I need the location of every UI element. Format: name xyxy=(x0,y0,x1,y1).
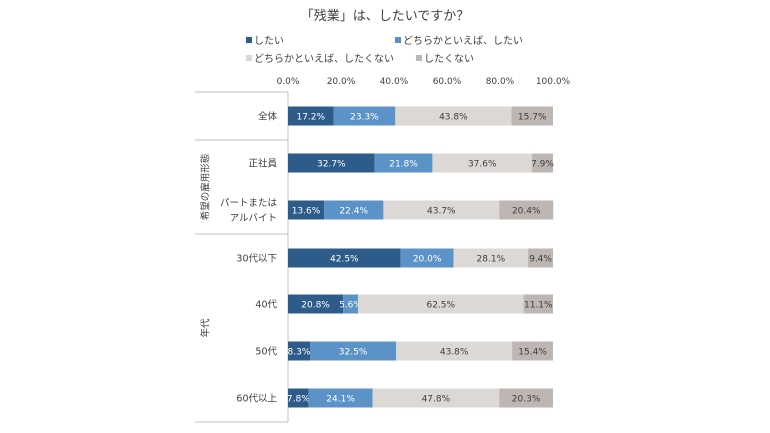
bar-segment xyxy=(324,200,384,220)
bar-segment xyxy=(499,388,553,408)
data-label: 5.6% xyxy=(339,301,362,311)
data-label: 15.4% xyxy=(518,348,547,358)
bar-segment xyxy=(374,153,433,173)
bar-segment xyxy=(357,294,524,314)
bar-segment xyxy=(308,388,373,408)
bar-segment xyxy=(511,106,553,126)
bar-segment xyxy=(383,200,500,220)
bar-segment xyxy=(288,341,310,361)
data-label: 20.8% xyxy=(301,301,330,311)
bar-segment xyxy=(288,388,309,408)
data-label: 43.8% xyxy=(439,113,468,123)
chart-title: 「残業」は、したいですか？ xyxy=(301,8,470,24)
data-label: 37.6% xyxy=(468,160,497,170)
legend-label-4: したくない xyxy=(424,53,474,65)
bar-segment xyxy=(432,153,533,173)
data-label: 32.7% xyxy=(317,160,346,170)
data-label: 47.8% xyxy=(422,395,451,405)
bar-segment xyxy=(532,153,553,173)
bar-segment xyxy=(372,388,500,408)
data-label: 24.1% xyxy=(326,395,355,405)
legend-label-2: どちらかといえば、したい xyxy=(403,35,523,47)
bar-segment xyxy=(288,294,344,314)
data-label: 9.4% xyxy=(529,255,552,265)
x-tick-label: 60.0% xyxy=(433,77,462,87)
bar-segment xyxy=(400,248,454,268)
legend-swatch-3 xyxy=(246,55,252,61)
bar-segment xyxy=(333,106,396,126)
data-label: 62.5% xyxy=(426,301,455,311)
data-label: 20.0% xyxy=(413,255,442,265)
group-label: 希望の雇用形態 xyxy=(200,154,212,221)
bar-segment xyxy=(528,248,553,268)
data-label: 23.3% xyxy=(350,113,379,123)
data-label: 22.4% xyxy=(339,207,368,217)
bar-segment xyxy=(288,106,334,126)
category-label: アルバイト xyxy=(230,213,277,224)
bar-segment xyxy=(288,248,401,268)
x-tick-label: 20.0% xyxy=(327,77,356,87)
bar-segment xyxy=(309,341,397,361)
data-label: 13.6% xyxy=(292,207,321,217)
x-tick-label: 80.0% xyxy=(486,77,515,87)
bar-segment xyxy=(288,200,325,220)
category-label: 全体 xyxy=(258,111,278,123)
category-label: 60代以上 xyxy=(236,394,277,405)
bar-segment xyxy=(288,153,375,173)
bar-segment xyxy=(343,294,358,314)
data-label: 43.7% xyxy=(427,207,456,217)
data-label: 7.8% xyxy=(287,395,310,405)
data-label: 7.9% xyxy=(531,160,554,170)
data-label: 11.1% xyxy=(524,301,553,311)
x-tick-label: 0.0% xyxy=(277,77,300,87)
legend-swatch-1 xyxy=(246,37,252,43)
bar-segment xyxy=(499,200,554,220)
bar-segment xyxy=(453,248,529,268)
legend-swatch-4 xyxy=(416,55,422,61)
data-label: 28.1% xyxy=(477,255,506,265)
data-label: 20.4% xyxy=(512,207,541,217)
category-label: パートまたは xyxy=(220,198,278,209)
x-tick-label: 100.0% xyxy=(536,77,571,87)
category-label: 正社員 xyxy=(248,158,277,170)
data-label: 43.8% xyxy=(440,348,469,358)
group-label: 年代 xyxy=(200,318,212,338)
bar-segment xyxy=(512,341,553,361)
category-label: 50代 xyxy=(255,347,277,358)
legend-label-1: したい xyxy=(254,35,284,47)
legend-swatch-2 xyxy=(395,37,401,43)
data-label: 17.2% xyxy=(296,113,325,123)
data-label: 32.5% xyxy=(339,348,368,358)
bar-segment xyxy=(523,294,553,314)
data-label: 42.5% xyxy=(330,255,359,265)
bars: 17.2% 23.3% 43.8% 15.7% 32.7% 21.8% 37.6% 7.9% 1… xyxy=(287,106,554,408)
bar-segment xyxy=(396,341,513,361)
data-label: 8.3% xyxy=(288,348,311,358)
legend-label-3: どちらかといえば、したくない xyxy=(254,53,394,65)
category-label: 30代以下 xyxy=(236,254,277,265)
data-label: 15.7% xyxy=(518,113,547,123)
data-label: 21.8% xyxy=(389,160,418,170)
x-tick-label: 40.0% xyxy=(380,77,409,87)
category-label: 40代 xyxy=(255,300,277,311)
x-axis-ticks: 0.0% 20.0% 40.0% 60.0% 80.0% 100.0% xyxy=(277,77,571,87)
data-label: 20.3% xyxy=(512,395,541,405)
bar-segment xyxy=(395,106,512,126)
